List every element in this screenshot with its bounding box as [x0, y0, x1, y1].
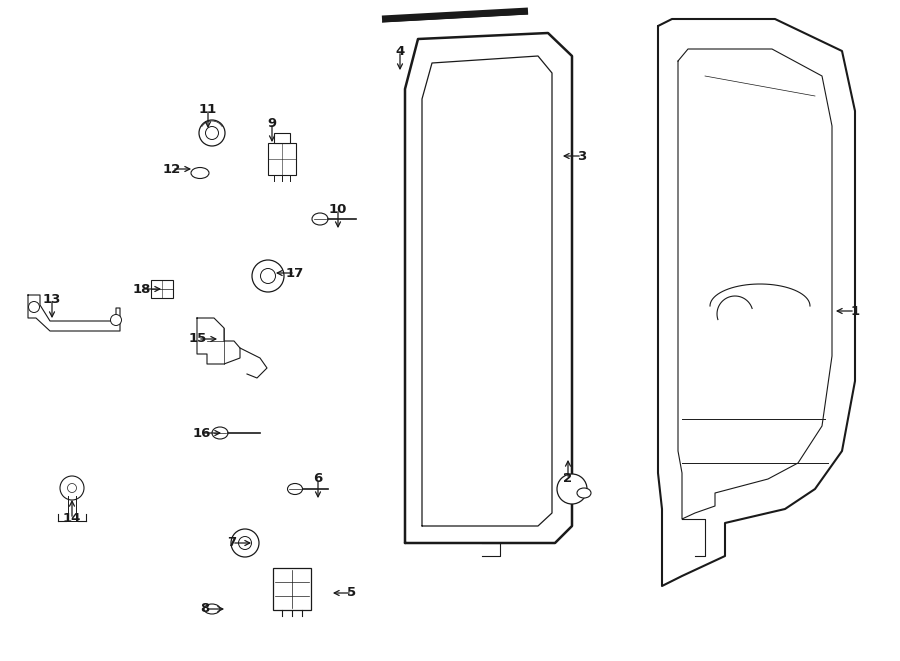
- Ellipse shape: [312, 213, 328, 225]
- Text: 4: 4: [395, 44, 405, 58]
- Polygon shape: [197, 318, 240, 364]
- Circle shape: [557, 474, 587, 504]
- Text: 7: 7: [228, 537, 237, 549]
- FancyBboxPatch shape: [268, 143, 296, 175]
- Text: 14: 14: [63, 512, 81, 525]
- Text: 2: 2: [563, 473, 572, 485]
- Circle shape: [111, 315, 122, 325]
- Polygon shape: [422, 56, 552, 526]
- Ellipse shape: [191, 167, 209, 178]
- Polygon shape: [240, 348, 267, 378]
- Text: 5: 5: [347, 586, 356, 600]
- Text: 17: 17: [286, 266, 304, 280]
- Text: 1: 1: [850, 305, 860, 317]
- Text: 3: 3: [578, 149, 587, 163]
- FancyBboxPatch shape: [274, 134, 290, 143]
- Text: 11: 11: [199, 102, 217, 116]
- Text: 12: 12: [163, 163, 181, 176]
- Text: 6: 6: [313, 473, 322, 485]
- Ellipse shape: [577, 488, 591, 498]
- FancyBboxPatch shape: [273, 568, 311, 610]
- Text: 18: 18: [133, 282, 151, 295]
- Text: 9: 9: [267, 116, 276, 130]
- Text: 15: 15: [189, 332, 207, 346]
- Text: 16: 16: [193, 426, 212, 440]
- Text: 8: 8: [201, 602, 210, 615]
- Text: 10: 10: [328, 202, 347, 215]
- Circle shape: [29, 301, 40, 313]
- Polygon shape: [28, 295, 120, 331]
- Polygon shape: [405, 33, 572, 543]
- Ellipse shape: [287, 483, 302, 494]
- Circle shape: [252, 260, 284, 292]
- Ellipse shape: [204, 604, 220, 614]
- FancyBboxPatch shape: [151, 280, 173, 298]
- Text: 13: 13: [43, 293, 61, 305]
- Circle shape: [199, 120, 225, 146]
- Circle shape: [231, 529, 259, 557]
- Ellipse shape: [212, 427, 228, 439]
- Circle shape: [60, 476, 84, 500]
